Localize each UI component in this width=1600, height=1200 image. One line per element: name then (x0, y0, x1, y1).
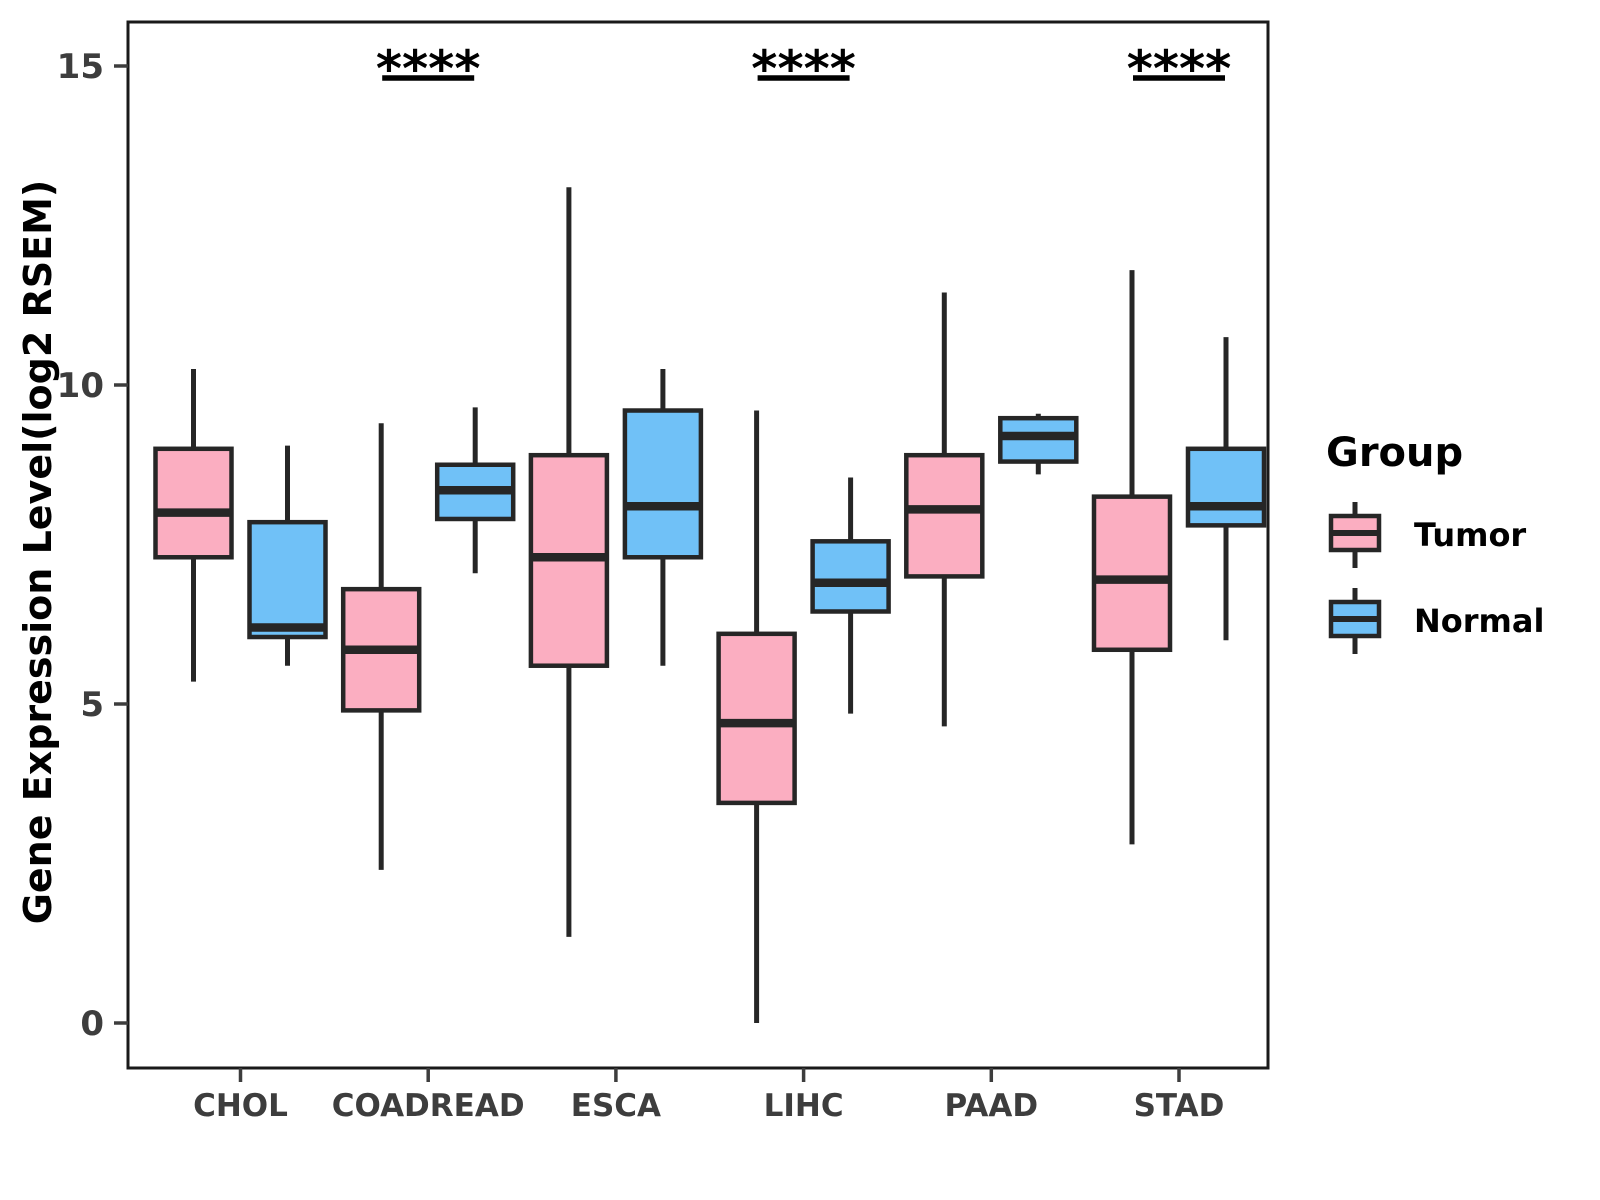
significance-stars-COADREAD: **** (376, 40, 481, 98)
legend-item-tumor: Tumor (1322, 500, 1544, 570)
x-tick-label-ESCA: ESCA (571, 1088, 661, 1124)
x-tick-label-LIHC: LIHC (764, 1088, 844, 1124)
significance-stars-STAD: **** (1127, 40, 1232, 98)
y-tick-label-10: 10 (57, 366, 104, 406)
box-Tumor-STAD (1091, 494, 1173, 653)
plot-panel-border (126, 20, 1270, 1070)
box-Normal-CHOL (247, 519, 328, 640)
y-tick-label-0: 0 (80, 1004, 104, 1044)
x-tick-label-COADREAD: COADREAD (332, 1088, 525, 1124)
x-tick-label-STAD: STAD (1134, 1088, 1225, 1124)
y-tick-label-15: 15 (57, 47, 104, 87)
legend-item-normal: Normal (1322, 586, 1544, 656)
legend-label-normal: Normal (1414, 602, 1545, 640)
legend-title: Group (1326, 430, 1464, 476)
legend-label-tumor: Tumor (1414, 516, 1527, 554)
y-axis-title: Gene Expression Level(log2 RSEM) (16, 179, 60, 925)
normal-boxplot-key-icon (1328, 588, 1382, 654)
box-Tumor-PAAD (904, 452, 985, 579)
legend: Group Tumor Normal (1322, 430, 1544, 672)
box-Tumor-CHOL (153, 446, 234, 560)
tumor-boxplot-key-icon (1328, 502, 1382, 568)
box-Tumor-LIHC (716, 631, 797, 806)
x-tick-label-CHOL: CHOL (193, 1088, 288, 1124)
significance-stars-LIHC: **** (751, 40, 856, 98)
y-tick-label-5: 5 (80, 685, 104, 725)
box-Normal-STAD (1185, 446, 1267, 528)
box-Normal-ESCA (622, 408, 704, 560)
box-Normal-LIHC (810, 539, 891, 614)
x-tick-label-PAAD: PAAD (945, 1088, 1039, 1124)
